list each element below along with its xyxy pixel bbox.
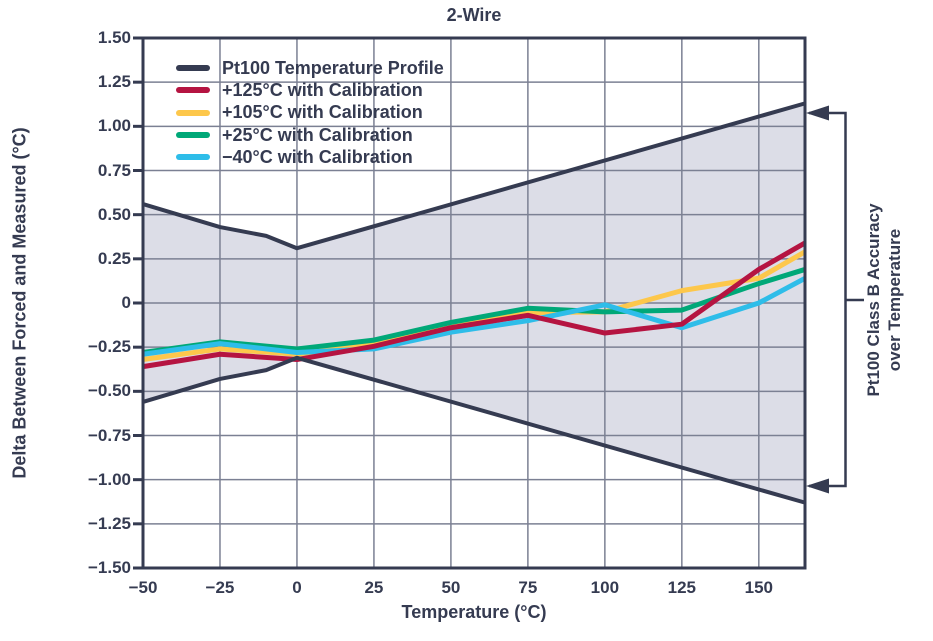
legend-label: +105°C with Calibration — [222, 102, 423, 123]
y-tick-label: −1.50 — [87, 558, 131, 577]
plot-border — [141, 36, 807, 570]
x-tick-label: 125 — [667, 578, 697, 597]
y-tick-label: −0.75 — [87, 425, 131, 445]
series-line — [142, 240, 807, 370]
series-line — [142, 276, 807, 357]
series-line — [142, 249, 807, 363]
legend-label: +125°C with Calibration — [222, 79, 423, 100]
legend-label: +25°C with Calibration — [222, 124, 413, 145]
x-tick-label: −50 — [128, 578, 158, 597]
y-tick-label: 1.50 — [97, 28, 131, 47]
legend-item: +125°C with Calibration — [176, 79, 444, 101]
y-tick-label: −0.50 — [87, 381, 131, 401]
chart-title: 2-Wire — [446, 5, 502, 25]
legend-item: +105°C with Calibration — [176, 102, 444, 124]
legend-item: −40°C with Calibration — [176, 146, 444, 168]
y-tick-label: 1.25 — [97, 72, 131, 92]
x-tick-label: 100 — [590, 578, 620, 597]
arrow-up-head — [806, 105, 829, 121]
y-tick-label: −0.25 — [87, 337, 131, 357]
legend-item: +25°C with Calibration — [176, 124, 444, 146]
legend-swatch — [176, 65, 210, 72]
legend: Pt100 Temperature Profile +125°C with Cal… — [176, 57, 444, 168]
x-tick-label: 0 — [292, 578, 302, 597]
y-tick-label: 0 — [121, 293, 131, 312]
x-tick-label: 25 — [364, 578, 384, 597]
y-tick-label: −1.25 — [87, 513, 131, 533]
y-tick-label: 0.50 — [97, 204, 131, 224]
y-tick-label: 0.25 — [97, 248, 131, 268]
legend-label: −40°C with Calibration — [222, 146, 413, 167]
legend-swatch — [176, 87, 210, 94]
arrow-down-head — [806, 478, 829, 494]
x-tick-label: 75 — [518, 578, 538, 597]
annotation-line-1: Pt100 Class B Accuracy — [864, 203, 883, 397]
legend-swatch — [176, 154, 210, 161]
x-tick-label: 50 — [441, 578, 461, 597]
annotation-line-2: over Temperature — [885, 228, 904, 372]
legend-item: Pt100 Temperature Profile — [176, 57, 444, 79]
x-axis-label: Temperature (°C) — [401, 602, 547, 622]
bracket-line — [809, 111, 864, 488]
legend-label: Pt100 Temperature Profile — [222, 57, 444, 78]
legend-swatch — [176, 109, 210, 116]
x-tick-label: 150 — [744, 578, 773, 597]
tolerance-band-annotation: Pt100 Class B Accuracy over Temperature — [863, 203, 905, 396]
y-axis-label: Delta Between Forced and Measured (°C) — [9, 127, 30, 479]
legend-swatch — [176, 132, 210, 139]
x-tick-label: −25 — [205, 578, 235, 597]
y-tick-label: 1.00 — [97, 116, 131, 136]
y-tick-label: −1.00 — [87, 469, 131, 489]
pt100-profile-upper-line — [142, 101, 806, 251]
y-tick-label: 0.75 — [97, 160, 131, 180]
pt100-profile-lower-line — [142, 355, 806, 505]
